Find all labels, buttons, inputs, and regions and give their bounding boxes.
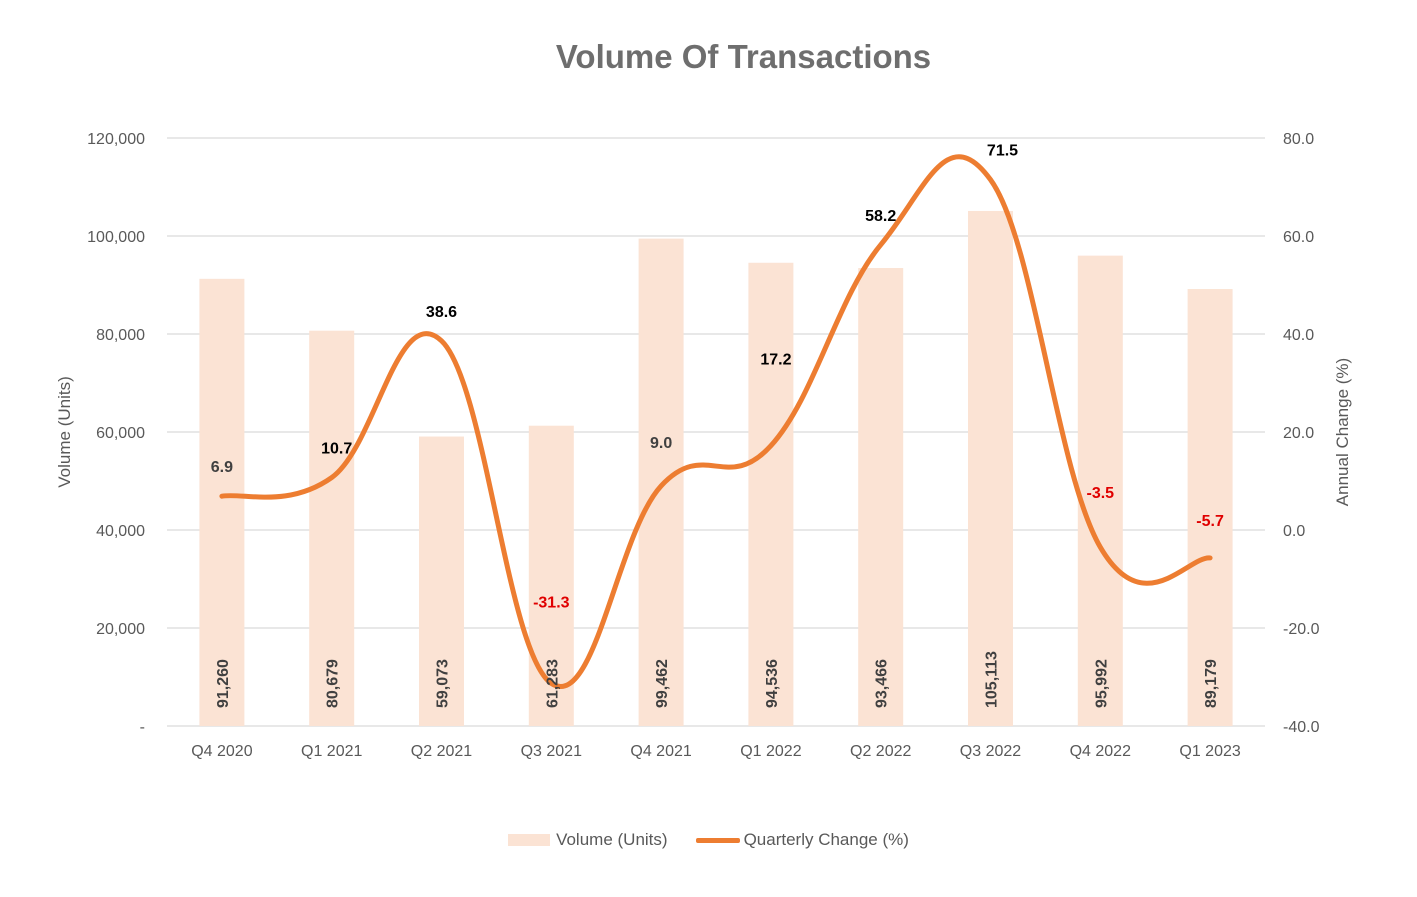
y-tick-label: - — [140, 719, 145, 736]
line-value-label: 58.2 — [865, 208, 896, 225]
y2-tick-label: 60.0 — [1283, 229, 1314, 246]
volume-bar — [968, 210, 1013, 727]
volume-bar — [1187, 289, 1233, 726]
line-value-label: 71.5 — [987, 143, 1018, 160]
bar-value-label: 91,260 — [215, 659, 232, 708]
x-tick-label: Q1 2022 — [740, 743, 801, 760]
y2-tick-label: 0.0 — [1283, 523, 1305, 540]
bar-value-label: 89,179 — [1203, 659, 1220, 708]
y2-tick-label: -40.0 — [1283, 719, 1320, 736]
y-tick-label: 100,000 — [87, 229, 145, 246]
legend-label-change: Quarterly Change (%) — [743, 830, 909, 849]
line-value-label: 6.9 — [211, 459, 233, 476]
y2-tick-label: 80.0 — [1283, 131, 1314, 148]
x-tick-label: Q2 2021 — [411, 743, 472, 760]
volume-bars — [199, 210, 1233, 727]
legend-item-change[interactable]: Quarterly Change (%) — [695, 830, 909, 850]
line-value-label: -31.3 — [533, 594, 570, 611]
x-tick-label: Q1 2023 — [1179, 743, 1240, 760]
y-axis-title: Volume (Units) — [55, 376, 74, 487]
legend-swatch-bar — [508, 834, 551, 846]
volume-bar — [1077, 255, 1123, 726]
y-tick-label: 40,000 — [96, 523, 145, 540]
legend-label-volume: Volume (Units) — [556, 830, 668, 849]
x-tick-label: Q3 2021 — [521, 743, 582, 760]
volume-bar — [858, 268, 904, 726]
volume-bar — [528, 425, 574, 726]
bar-value-label: 59,073 — [435, 659, 452, 708]
line-value-label: 10.7 — [321, 441, 352, 458]
y-tick-label: 80,000 — [96, 327, 145, 344]
volume-bar — [309, 330, 355, 726]
bar-value-label: 80,679 — [325, 659, 342, 708]
x-tick-label: Q3 2022 — [960, 743, 1021, 760]
line-value-label: -3.5 — [1087, 485, 1115, 502]
line-value-label: -5.7 — [1196, 513, 1224, 530]
bar-value-label: 105,113 — [984, 651, 1001, 708]
volume-bar — [419, 436, 464, 726]
volume-bar — [748, 262, 794, 726]
x-tick-label: Q4 2022 — [1070, 743, 1131, 760]
data-labels: 91,260 80,679 59,073 61,283 99,462 94,536 93,4… — [211, 143, 1224, 708]
chart-title: Volume Of Transactions — [555, 38, 932, 75]
volume-bar — [199, 278, 245, 726]
y-tick-label: 120,000 — [87, 131, 145, 148]
bar-value-label: 94,536 — [764, 659, 781, 708]
y2-tick-label: 40.0 — [1283, 327, 1314, 344]
bar-value-label: 99,462 — [654, 659, 671, 708]
y2-axis-title: Annual Change (%) — [1333, 358, 1352, 506]
y2-tick-label: -20.0 — [1283, 621, 1320, 638]
legend-swatch-line — [695, 837, 740, 843]
bar-value-label: 95,992 — [1093, 659, 1110, 708]
x-tick-label: Q4 2021 — [630, 743, 691, 760]
x-tick-label: Q1 2021 — [301, 743, 362, 760]
x-tick-label: Q2 2022 — [850, 743, 911, 760]
x-tick-label: Q4 2020 — [191, 743, 252, 760]
legend-item-volume[interactable]: Volume (Units) — [508, 830, 668, 850]
line-value-label: 38.6 — [426, 304, 457, 321]
line-value-label: 9.0 — [650, 435, 672, 452]
legend: Volume (Units) Quarterly Change (%) — [0, 830, 1417, 850]
axes: - -40.0 20,000 -20.0 40,000 0.0 60,000 20.0 80,0… — [55, 131, 1352, 760]
bar-value-label: 61,283 — [544, 659, 561, 708]
y-tick-label: 20,000 — [96, 621, 145, 638]
quarterly-change-line — [219, 154, 1213, 689]
y2-tick-label: 20.0 — [1283, 425, 1314, 442]
y-tick-label: 60,000 — [96, 425, 145, 442]
change-line — [219, 154, 1213, 689]
bar-value-label: 93,466 — [874, 659, 891, 708]
line-value-label: 17.2 — [760, 352, 791, 369]
